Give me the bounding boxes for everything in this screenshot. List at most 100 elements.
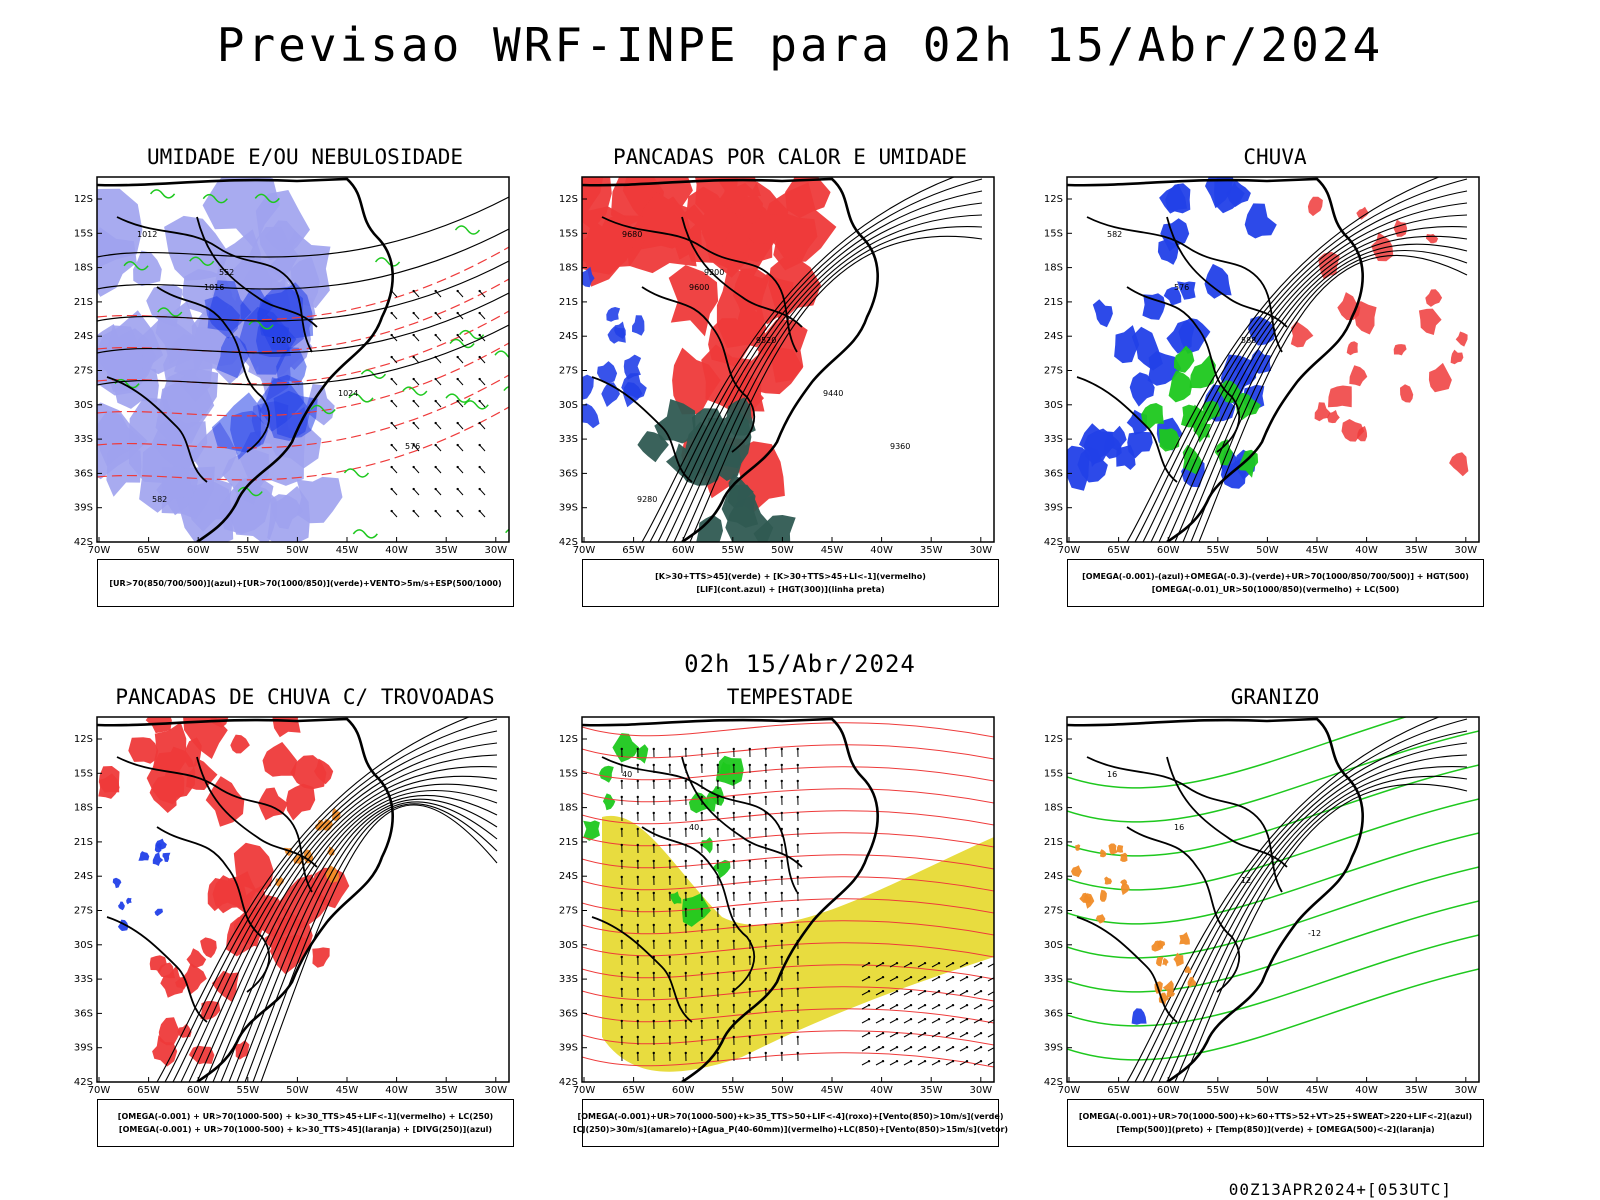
legend-line: [OMEGA(-0.001) + UR>70(1000-500) + k>30_… — [118, 1125, 493, 1134]
lat-tick-label: 36S — [1044, 1008, 1063, 1019]
wind850-vector — [668, 1035, 671, 1039]
state-border — [601, 756, 798, 893]
wind-vector — [390, 509, 393, 513]
lat-tick-label: 24S — [1044, 871, 1063, 882]
humidity-blob-core — [207, 280, 252, 332]
wind850-vector — [716, 907, 719, 911]
wind850-vector — [668, 859, 671, 863]
storm-area — [160, 965, 186, 998]
wind850-vector — [903, 962, 912, 968]
wind-vector — [391, 356, 398, 364]
wind850-vector — [684, 923, 687, 927]
wind850-vector — [620, 747, 623, 751]
wind850-vector — [668, 843, 671, 847]
omega500-area — [1162, 958, 1169, 967]
wind850-vector — [796, 891, 799, 895]
wind-vector — [390, 377, 393, 381]
lat-tick-label: 30S — [559, 940, 578, 951]
wind850-vector — [780, 843, 783, 847]
wind850-vector — [620, 859, 623, 863]
wind-vector — [434, 333, 437, 337]
pressure-isobar — [97, 196, 509, 258]
wind850-vector — [636, 875, 639, 879]
wind850-vector — [796, 907, 799, 911]
storm-area — [149, 955, 167, 973]
wind850-vector — [700, 779, 703, 783]
wind-vector — [390, 421, 393, 425]
wind-vector — [391, 290, 398, 298]
wind-vector — [457, 312, 464, 320]
omega500-area — [1184, 966, 1192, 974]
wind-vector — [413, 422, 420, 430]
wind850-vector — [951, 1017, 955, 1021]
thickness-contour — [97, 246, 509, 321]
wind850-vector — [652, 811, 655, 815]
temp500-contour — [1182, 783, 1468, 1082]
wind850-vector — [716, 1003, 719, 1007]
wind-vector — [478, 333, 481, 337]
lowlevel-jet-area — [688, 792, 709, 814]
wind850-vector — [652, 795, 655, 799]
wind850-vector — [684, 747, 687, 751]
wind850-vector — [796, 779, 799, 783]
wind850-vector — [684, 987, 687, 991]
wind850-vector — [748, 1003, 751, 1007]
lon-tick-label: 35W — [435, 545, 458, 556]
wind850-vector — [732, 827, 735, 831]
wind-vector — [390, 311, 393, 315]
wind850-vector — [716, 939, 719, 943]
precipitable-water-contour — [582, 942, 994, 958]
lon-tick-label: 50W — [771, 545, 794, 556]
omega-strong-area — [1236, 392, 1261, 421]
wind850-vector — [796, 955, 799, 959]
wind-vector — [478, 289, 481, 293]
omega-strong-area — [1181, 404, 1201, 428]
lowlevel-jet-area — [715, 755, 744, 786]
lon-tick-label: 65W — [1107, 1085, 1130, 1096]
divergence-area — [154, 908, 163, 917]
wind850-vector — [700, 1003, 703, 1007]
hgt500-contour — [1142, 190, 1468, 542]
wind-vector — [390, 465, 393, 469]
pressure-isobar — [97, 260, 509, 322]
wind-vector — [434, 399, 437, 403]
wind850-vector — [937, 1031, 941, 1035]
precipitable-water-contour — [582, 766, 994, 782]
lat-tick-label: 27S — [74, 366, 93, 377]
humidity-blob-upper — [267, 486, 310, 542]
omega500-area — [1099, 849, 1107, 858]
forecast-map: 9680 9600 9520 9440 9360 9280 9200 12S 15S 18S 21S… — [559, 176, 995, 556]
wind850-vector — [748, 1051, 751, 1055]
map-frame — [96, 716, 510, 1083]
wind-vector — [413, 378, 420, 386]
omega-strong-area — [1189, 354, 1216, 389]
omega-area — [1142, 293, 1166, 320]
wind850-vector — [917, 962, 926, 968]
wind850-vector — [668, 747, 671, 751]
wind850-vector — [716, 763, 719, 767]
wind850-vector — [889, 1046, 898, 1052]
lat-tick-label: 12S — [559, 194, 578, 205]
wind850-vector — [732, 811, 735, 815]
wind850-vector — [684, 1051, 687, 1055]
omega-area — [1116, 444, 1136, 470]
rh-omega-area — [1455, 331, 1468, 347]
wind850-vector — [861, 1018, 870, 1024]
storm-area — [200, 937, 217, 958]
lon-tick-label: 40W — [385, 545, 408, 556]
wind-vector — [413, 488, 420, 496]
wind850-vector — [931, 1046, 940, 1052]
wind850-vector — [875, 1060, 884, 1066]
wind850-vector — [684, 971, 687, 975]
wind850-vector — [748, 1035, 751, 1039]
wind850-vector — [903, 976, 912, 982]
rh-omega-area — [1307, 196, 1323, 217]
wind850-vector — [979, 989, 983, 993]
main-title: Previsao WRF-INPE para 02h 15/Abr/2024 — [216, 18, 1384, 72]
lat-tick-label: 18S — [1044, 803, 1063, 814]
wind-vector — [456, 377, 459, 381]
wind850-vector — [909, 1003, 913, 1007]
wind850-vector — [636, 827, 639, 831]
wind850-vector — [668, 987, 671, 991]
storm-area — [186, 948, 207, 968]
